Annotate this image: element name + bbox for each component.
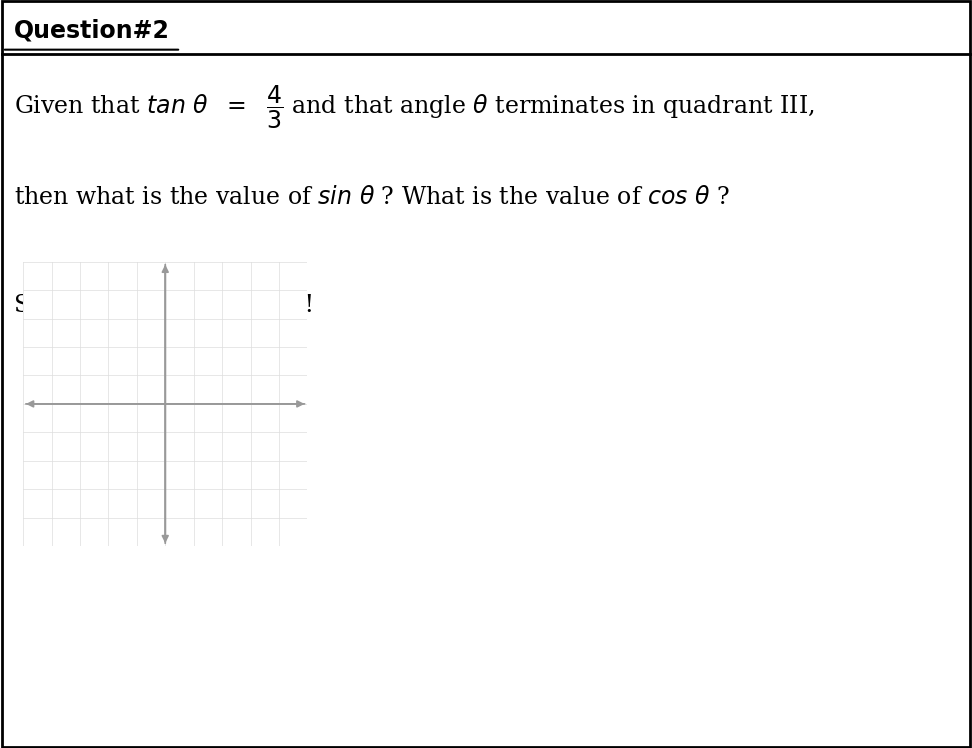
Text: then what is the value of $\mathit{sin}\ \theta$ ? What is the value of $\mathit: then what is the value of $\mathit{sin}\… — [14, 186, 730, 209]
Text: Given that $\mathit{tan}\ \theta$  $=$  $\dfrac{4}{3}$ and that angle $\theta$ t: Given that $\mathit{tan}\ \theta$ $=$ $\… — [14, 84, 815, 132]
Text: SKECH THE TRIANGLE!: SKECH THE TRIANGLE! — [14, 294, 314, 316]
Text: Question#2: Question#2 — [14, 18, 169, 43]
